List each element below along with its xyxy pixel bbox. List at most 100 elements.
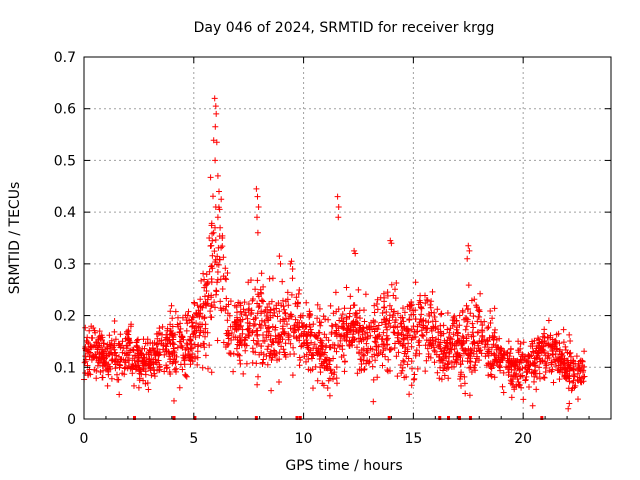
y-tick-label: 0.1 xyxy=(54,360,76,376)
data-point xyxy=(82,353,89,360)
data-point xyxy=(212,256,219,263)
data-point xyxy=(514,357,521,364)
data-point xyxy=(234,309,240,316)
data-point xyxy=(368,319,375,326)
data-point xyxy=(479,322,486,329)
data-point xyxy=(182,312,189,319)
data-point xyxy=(200,340,207,347)
data-point xyxy=(456,312,463,319)
data-point xyxy=(320,359,327,365)
data-point xyxy=(293,334,300,341)
data-point xyxy=(335,214,342,221)
data-point xyxy=(81,359,88,366)
data-point xyxy=(378,319,385,326)
data-point xyxy=(124,342,131,349)
data-point xyxy=(325,316,332,323)
data-point xyxy=(307,326,314,333)
data-point xyxy=(321,358,328,365)
y-tick-label: 0.4 xyxy=(54,205,76,221)
data-point xyxy=(489,332,496,339)
data-point xyxy=(416,297,423,304)
data-point xyxy=(281,306,288,313)
data-point xyxy=(268,387,275,394)
data-point xyxy=(400,335,406,342)
data-point xyxy=(462,346,469,353)
data-point xyxy=(252,286,259,293)
data-point xyxy=(475,307,482,314)
data-point xyxy=(381,316,388,323)
data-point xyxy=(314,301,321,308)
data-point xyxy=(240,370,247,377)
data-point xyxy=(177,320,184,327)
data-point xyxy=(233,326,240,333)
data-point xyxy=(541,374,548,381)
data-point xyxy=(217,276,224,283)
data-point xyxy=(507,346,514,353)
data-point xyxy=(179,366,186,373)
data-point xyxy=(354,370,361,377)
data-point xyxy=(121,359,128,366)
data-point xyxy=(212,157,219,164)
data-point xyxy=(219,235,226,241)
data-point xyxy=(324,385,331,391)
data-point xyxy=(125,352,132,359)
data-point xyxy=(399,367,406,374)
data-point xyxy=(332,321,339,328)
data-point xyxy=(150,361,157,368)
data-point xyxy=(575,396,581,403)
data-point xyxy=(400,340,407,347)
data-point xyxy=(475,313,482,320)
data-point xyxy=(310,321,317,328)
data-point xyxy=(209,265,216,272)
data-point xyxy=(277,318,284,325)
data-point xyxy=(281,328,288,335)
data-point xyxy=(93,354,100,361)
data-point xyxy=(351,337,358,343)
data-point xyxy=(532,359,539,366)
data-point xyxy=(446,329,453,336)
data-point xyxy=(425,319,432,326)
data-point xyxy=(104,345,111,352)
data-point xyxy=(516,382,523,388)
data-point xyxy=(253,185,260,192)
data-point xyxy=(384,292,391,299)
data-point xyxy=(380,329,387,336)
data-point xyxy=(169,360,176,367)
data-point xyxy=(485,372,492,379)
data-point xyxy=(378,336,385,343)
data-point xyxy=(331,371,337,378)
data-point xyxy=(398,320,405,327)
data-point xyxy=(246,327,253,334)
data-point xyxy=(272,326,279,333)
data-point xyxy=(335,204,342,210)
data-point xyxy=(485,346,492,353)
gap-marker xyxy=(540,416,544,420)
data-point xyxy=(314,315,321,322)
data-point xyxy=(265,317,272,324)
data-point xyxy=(458,337,465,344)
data-point xyxy=(481,318,488,325)
data-point xyxy=(209,237,216,244)
data-point xyxy=(296,320,303,326)
data-point xyxy=(227,323,234,330)
data-point xyxy=(471,339,478,346)
data-point xyxy=(276,379,282,385)
data-point xyxy=(278,343,285,350)
data-point xyxy=(556,376,563,383)
data-point xyxy=(577,357,584,364)
data-point xyxy=(558,351,565,358)
data-point xyxy=(92,351,99,358)
y-tick-label: 0.5 xyxy=(54,153,76,169)
chart-title: Day 046 of 2024, SRMTID for receiver krg… xyxy=(194,20,495,36)
data-point xyxy=(393,353,400,360)
data-point xyxy=(211,248,218,255)
data-point xyxy=(371,338,378,345)
data-point xyxy=(451,363,457,370)
data-point xyxy=(408,343,415,350)
data-point xyxy=(414,365,421,372)
data-point xyxy=(532,367,539,374)
data-point xyxy=(531,378,537,385)
data-point xyxy=(500,389,507,396)
data-point xyxy=(159,323,166,330)
